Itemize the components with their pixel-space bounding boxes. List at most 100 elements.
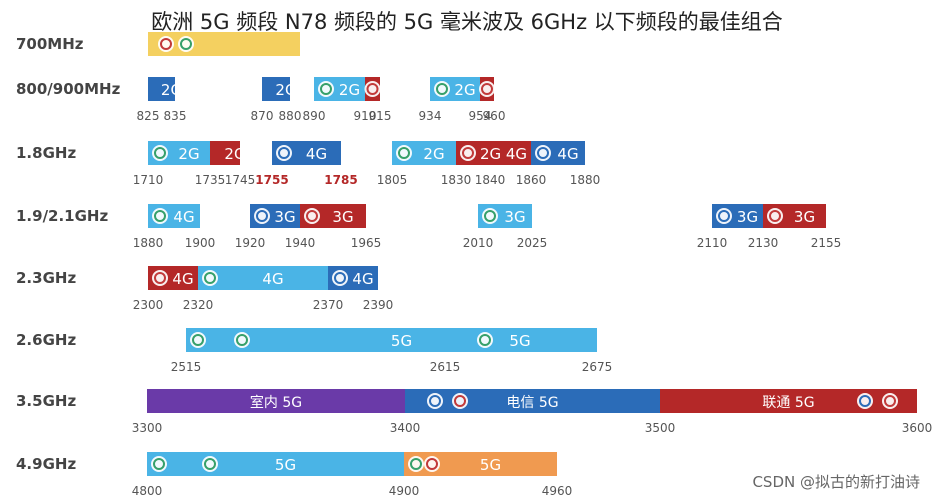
tick-label: 1920 xyxy=(235,236,266,250)
operator-logo-mark xyxy=(154,210,166,222)
tick-label: 4900 xyxy=(389,484,420,498)
segment-label: 4G xyxy=(173,208,194,226)
segment-label: 5G xyxy=(275,456,296,474)
tick-label: 2390 xyxy=(363,298,394,312)
row-label: 800/900MHz xyxy=(16,80,121,98)
operator-logo-mark xyxy=(884,395,896,407)
operator-logo-mark xyxy=(769,210,781,222)
segment-label: 3G xyxy=(504,208,525,226)
segment-label: 2G xyxy=(423,145,444,163)
segment-label: 5G xyxy=(480,456,501,474)
segment-label: 5G xyxy=(391,332,412,350)
tick-label: 1860 xyxy=(516,173,547,187)
tick-label: 3300 xyxy=(132,421,163,435)
segment-label: 电信 5G xyxy=(506,395,558,411)
band-segment xyxy=(405,389,660,413)
operator-logo-mark xyxy=(180,38,192,50)
row-label: 3.5GHz xyxy=(16,392,76,410)
operator-logo-mark xyxy=(366,83,379,95)
segment-label: 联通 5G xyxy=(762,395,814,411)
tick-label: 1880 xyxy=(570,173,601,187)
operator-logo-mark xyxy=(256,210,268,222)
band-segment xyxy=(147,389,405,413)
operator-logo-mark xyxy=(479,334,491,346)
segment-label: 2G xyxy=(339,81,360,99)
band-segment xyxy=(147,452,404,476)
operator-logo-mark xyxy=(154,272,166,284)
tick-label: 3500 xyxy=(645,421,676,435)
tick-label: 960 xyxy=(483,109,506,123)
segment-label: 室内 5G xyxy=(250,394,302,411)
row-label: 4.9GHz xyxy=(16,455,76,473)
operator-logo-mark xyxy=(537,147,549,159)
operator-logo-mark xyxy=(236,334,248,346)
tick-label: 835 xyxy=(164,109,187,123)
operator-logo-mark xyxy=(454,395,466,407)
tick-label: 1785 xyxy=(324,173,357,187)
operator-logo-mark xyxy=(306,210,318,222)
operator-logo-mark xyxy=(278,147,290,159)
operator-logo-mark xyxy=(204,272,216,284)
tick-label: 2155 xyxy=(811,236,842,250)
tick-label: 1840 xyxy=(475,173,506,187)
operator-logo-mark xyxy=(398,147,410,159)
tick-label: 2370 xyxy=(313,298,344,312)
segment-label: 2G xyxy=(161,81,182,99)
segment-label: 4G xyxy=(262,270,283,288)
operator-logo-mark xyxy=(718,210,730,222)
tick-label: 3400 xyxy=(390,421,421,435)
row-label: 700MHz xyxy=(16,35,84,53)
segment-label: 3G xyxy=(794,208,815,226)
tick-label: 870 xyxy=(251,109,274,123)
tick-label: 1710 xyxy=(133,173,164,187)
tick-label: 825 xyxy=(137,109,160,123)
band-segment xyxy=(210,141,240,165)
row-label: 1.9/2.1GHz xyxy=(16,207,108,225)
tick-label: 2300 xyxy=(133,298,164,312)
tick-label: 1900 xyxy=(185,236,216,250)
segment-label: 5G xyxy=(509,332,530,350)
operator-logo-mark xyxy=(859,395,871,407)
segment-label: 2G xyxy=(275,81,296,99)
tick-label: 880 xyxy=(279,109,302,123)
tick-label: 1805 xyxy=(377,173,408,187)
operator-logo-mark xyxy=(484,210,496,222)
tick-label: 2130 xyxy=(748,236,779,250)
operator-logo-mark xyxy=(160,38,172,50)
tick-label: 890 xyxy=(303,109,326,123)
tick-label: 915 xyxy=(369,109,392,123)
operator-logo-mark xyxy=(192,334,204,346)
tick-label: 4800 xyxy=(132,484,163,498)
tick-label: 2010 xyxy=(463,236,494,250)
band-segment xyxy=(148,77,175,101)
segment-label: 3G xyxy=(274,208,295,226)
tick-label: 2320 xyxy=(183,298,214,312)
segment-label: 2G xyxy=(178,145,199,163)
segment-label: 2G xyxy=(224,145,245,163)
segment-label: 4G xyxy=(557,145,578,163)
operator-logo-mark xyxy=(462,147,474,159)
watermark: CSDN @拟古的新打油诗 xyxy=(752,473,920,491)
tick-label: 1745 xyxy=(225,173,256,187)
tick-label: 2515 xyxy=(171,360,202,374)
tick-label: 4960 xyxy=(542,484,573,498)
row-label: 2.6GHz xyxy=(16,331,76,349)
tick-label: 1880 xyxy=(133,236,164,250)
segment-label: 4G xyxy=(172,270,193,288)
operator-logo-mark xyxy=(320,83,332,95)
row-label: 2.3GHz xyxy=(16,269,76,287)
operator-logo-mark xyxy=(436,83,448,95)
tick-label: 1940 xyxy=(285,236,316,250)
tick-label: 910 xyxy=(354,109,377,123)
band-segment xyxy=(262,77,290,101)
operator-logo-mark xyxy=(429,395,441,407)
tick-label: 1830 xyxy=(441,173,472,187)
tick-label: 934 xyxy=(419,109,442,123)
operator-logo-mark xyxy=(334,272,346,284)
tick-label: 1965 xyxy=(351,236,382,250)
tick-label: 2110 xyxy=(697,236,728,250)
operator-logo-mark xyxy=(153,458,165,470)
segment-label: 4G xyxy=(352,270,373,288)
tick-label: 1735 xyxy=(195,173,226,187)
